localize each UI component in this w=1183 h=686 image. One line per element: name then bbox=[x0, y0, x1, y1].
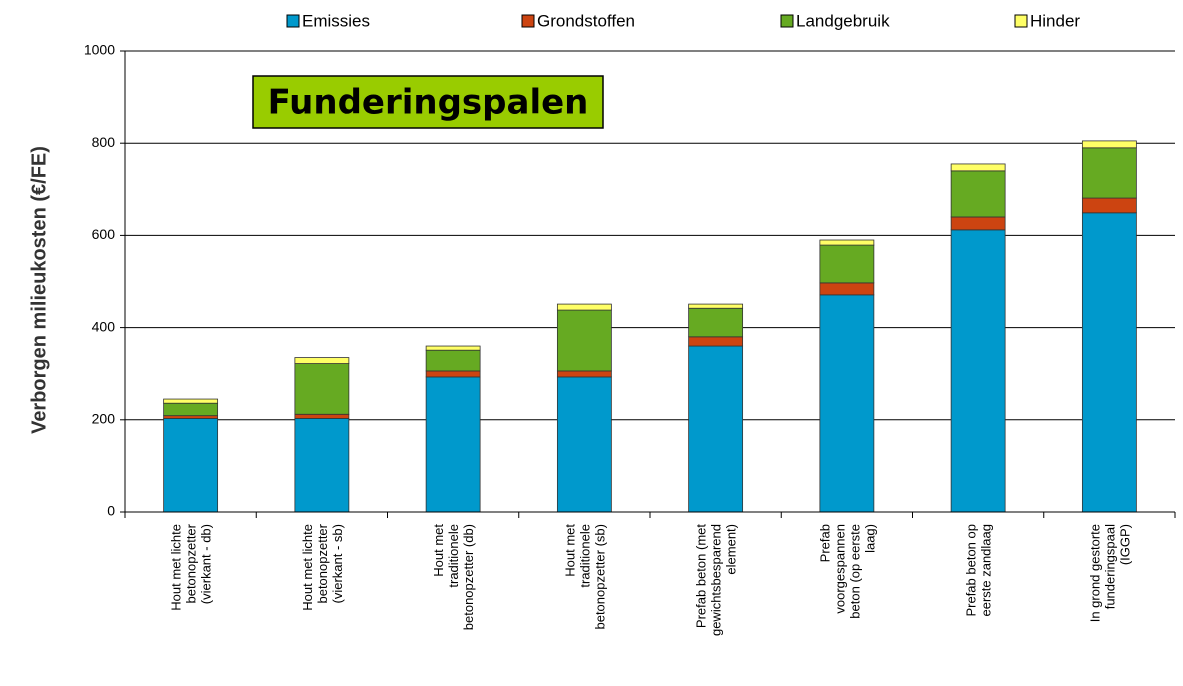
legend-swatch bbox=[286, 14, 300, 28]
bar-segment bbox=[163, 398, 219, 404]
bar-segment bbox=[1081, 197, 1137, 214]
bar-segment bbox=[950, 163, 1006, 172]
bar-segment bbox=[294, 413, 350, 419]
y-tick-label: 400 bbox=[92, 318, 116, 334]
title-box bbox=[252, 75, 604, 129]
bar-segment bbox=[294, 363, 350, 415]
x-tick-label: Hout mettraditionelebetonopzetter (db) bbox=[431, 524, 476, 631]
y-axis-label: Verborgen milieukosten (€/FE) bbox=[28, 146, 50, 434]
bar-segment bbox=[1081, 140, 1137, 149]
legend-label: Grondstoffen bbox=[537, 11, 635, 30]
legend-swatch bbox=[1014, 14, 1028, 28]
bar-segment bbox=[163, 415, 219, 419]
bar-segment bbox=[294, 357, 350, 364]
x-tick-label: Prefab beton (metgewichtsbesparendelemen… bbox=[694, 524, 739, 636]
legend-label: Emissies bbox=[302, 11, 370, 30]
x-tick-label: Hout mettraditionelebetonopzetter (sb) bbox=[562, 524, 607, 630]
bar-segment bbox=[425, 376, 481, 513]
bar-segment bbox=[425, 349, 481, 372]
x-tick-label: In grond gestortefunderingspaal(IGGP) bbox=[1087, 524, 1132, 622]
y-tick-label: 1000 bbox=[84, 42, 115, 58]
bar-segment bbox=[556, 303, 612, 311]
y-tick-label: 600 bbox=[92, 226, 116, 242]
legend-swatch bbox=[521, 14, 535, 28]
bar-segment bbox=[819, 294, 875, 513]
bar-segment bbox=[688, 307, 744, 338]
bar-segment bbox=[819, 282, 875, 296]
bar-segment bbox=[425, 370, 481, 378]
chart-title: Funderingspalen bbox=[268, 83, 589, 123]
bar-segment bbox=[950, 216, 1006, 231]
legend-label: Hinder bbox=[1030, 11, 1080, 30]
y-tick-label: 0 bbox=[107, 503, 115, 519]
x-tick-label: Prefabvoorgespannenbeton (op eerstelaag) bbox=[817, 524, 877, 619]
x-tick-label: Hout met lichtebetonopzetter(vierkant - … bbox=[169, 523, 214, 610]
legend-label: Landgebruik bbox=[796, 11, 890, 30]
bar-segment bbox=[163, 418, 219, 513]
bar-segment bbox=[556, 370, 612, 378]
bar-segment bbox=[294, 418, 350, 513]
bar-segment bbox=[950, 170, 1006, 218]
x-tick-label: Prefab beton opeerste zandlaag bbox=[964, 524, 994, 617]
bar-segment bbox=[688, 336, 744, 347]
bar-segment bbox=[950, 229, 1006, 513]
bar-segment bbox=[819, 244, 875, 284]
bar-segment bbox=[1081, 147, 1137, 199]
bar-segment bbox=[556, 376, 612, 513]
bar-segment bbox=[819, 239, 875, 246]
x-tick-label: Hout met lichtebetonopzetter(vierkant - … bbox=[300, 523, 345, 610]
bar-segment bbox=[556, 309, 612, 372]
bar-segment bbox=[688, 303, 744, 309]
bar-segment bbox=[163, 402, 219, 417]
y-tick-label: 800 bbox=[92, 134, 116, 150]
bar-segment bbox=[425, 345, 481, 351]
y-tick-label: 200 bbox=[92, 411, 116, 427]
bar-segment bbox=[1081, 212, 1137, 513]
bar-segment bbox=[688, 345, 744, 513]
legend-swatch bbox=[780, 14, 794, 28]
